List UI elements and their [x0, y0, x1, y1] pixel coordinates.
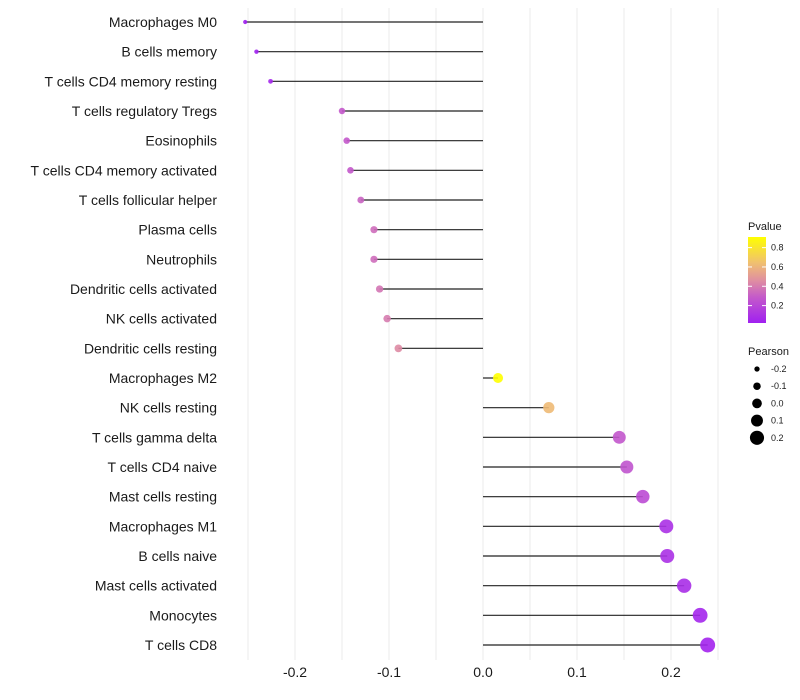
x-tick-label: -0.1	[377, 664, 401, 680]
color-legend-label: 0.8	[771, 243, 784, 253]
size-legend-title: Pearson	[748, 346, 789, 358]
y-tick-label: Macrophages M2	[109, 370, 217, 386]
size-legend-label: 0.0	[771, 398, 784, 408]
lollipop-point	[268, 78, 273, 84]
size-legend-dot	[749, 430, 765, 445]
y-tick-label: Dendritic cells activated	[70, 281, 217, 297]
x-tick-label: 0.1	[567, 664, 587, 680]
color-legend-label: 0.2	[771, 301, 784, 311]
y-tick-label: T cells CD4 memory resting	[45, 73, 217, 89]
lollipop-point	[612, 430, 626, 444]
size-legend-dot	[751, 414, 763, 427]
lollipop-point	[254, 49, 259, 54]
y-tick-label: NK cells resting	[120, 400, 217, 416]
size-legend-label: -0.1	[771, 381, 787, 391]
lollipop-point	[543, 402, 555, 414]
y-tick-label: Monocytes	[149, 607, 217, 623]
lollipop-point	[357, 196, 365, 204]
size-legend-label: 0.2	[771, 433, 784, 443]
y-tick-label: B cells naive	[138, 548, 217, 564]
y-tick-label: T cells CD4 naive	[108, 459, 218, 475]
lollipop-point	[243, 19, 248, 25]
x-tick-label: 0.2	[661, 664, 681, 680]
y-tick-label: Mast cells resting	[109, 489, 217, 505]
size-legend-dot	[754, 366, 760, 372]
color-legend-label: 0.6	[771, 262, 784, 272]
lollipop-point	[370, 255, 378, 263]
color-legend-bar	[748, 237, 766, 323]
y-tick-label: NK cells activated	[106, 311, 217, 327]
color-legend-label: 0.4	[771, 281, 784, 291]
lollipop-point	[659, 519, 674, 534]
y-tick-label: T cells follicular helper	[79, 192, 218, 208]
lollipop-point	[692, 607, 708, 623]
lollipop-point	[620, 460, 634, 474]
lollipop-point	[493, 372, 504, 384]
y-tick-label: T cells regulatory Tregs	[72, 103, 217, 119]
y-tick-label: Mast cells activated	[95, 578, 217, 594]
lollipop-point	[700, 637, 716, 653]
y-tick-label: Macrophages M1	[109, 518, 217, 534]
y-tick-label: Dendritic cells resting	[84, 340, 217, 356]
y-tick-label: T cells gamma delta	[92, 429, 217, 445]
size-legend-label: -0.2	[771, 364, 787, 374]
y-tick-label: T cells CD4 memory activated	[31, 162, 217, 178]
y-tick-label: B cells memory	[121, 44, 217, 60]
x-tick-label: 0.0	[473, 664, 493, 680]
lollipop-point	[636, 489, 650, 504]
y-tick-label: Plasma cells	[138, 222, 217, 238]
y-tick-label: Eosinophils	[145, 133, 217, 149]
lollipop-point	[676, 578, 692, 593]
lollipop-point	[394, 344, 403, 353]
lollipop-point	[375, 285, 384, 293]
x-tick-label: -0.2	[283, 664, 307, 680]
y-tick-label: T cells CD8	[145, 637, 217, 653]
lollipop-point	[383, 314, 391, 323]
lollipop-point	[347, 167, 354, 174]
size-legend-dot	[752, 398, 762, 409]
lollipop-point	[370, 226, 378, 234]
color-legend-title: Pvalue	[748, 221, 782, 233]
size-legend-dot	[753, 382, 761, 390]
lollipop-point	[338, 107, 346, 115]
y-tick-label: Neutrophils	[146, 251, 217, 267]
size-legend-label: 0.1	[771, 416, 784, 426]
lollipop-point	[343, 137, 350, 144]
y-tick-label: Macrophages M0	[109, 14, 217, 30]
lollipop-point	[660, 548, 675, 564]
